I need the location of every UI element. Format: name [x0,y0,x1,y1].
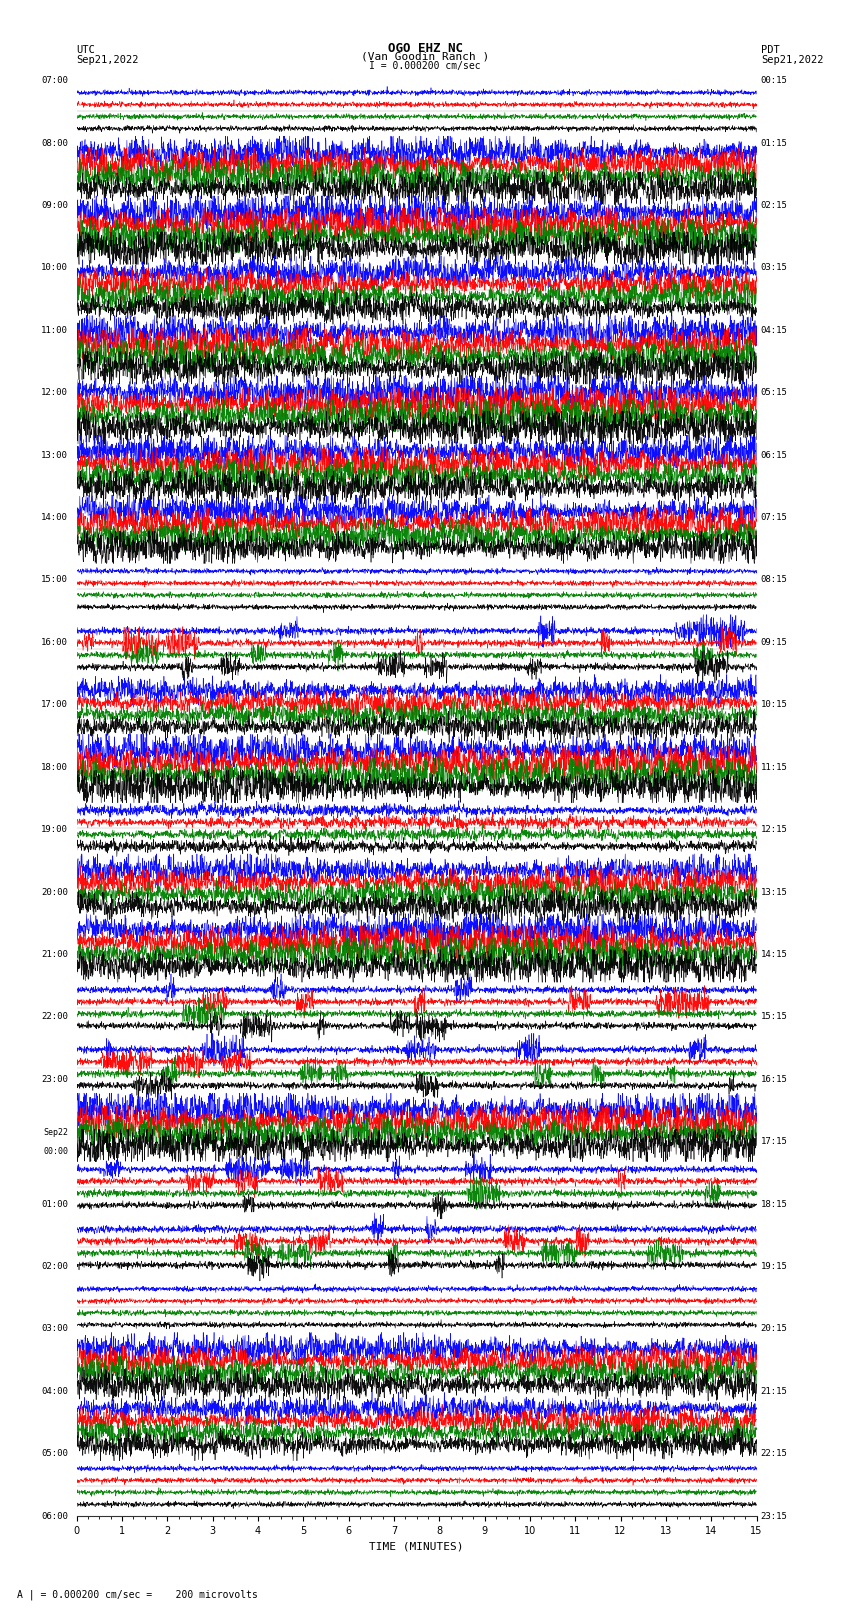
Text: Sep22: Sep22 [43,1127,68,1137]
Text: 08:15: 08:15 [761,576,788,584]
Text: 10:15: 10:15 [761,700,788,710]
Text: 16:00: 16:00 [41,637,68,647]
Text: A | = 0.000200 cm/sec =    200 microvolts: A | = 0.000200 cm/sec = 200 microvolts [17,1589,258,1600]
Text: 17:00: 17:00 [41,700,68,710]
Text: 05:00: 05:00 [41,1450,68,1458]
Text: 15:15: 15:15 [761,1013,788,1021]
Text: 07:00: 07:00 [41,76,68,85]
Text: 08:00: 08:00 [41,139,68,147]
Text: 04:00: 04:00 [41,1387,68,1395]
Text: 12:00: 12:00 [41,389,68,397]
Text: 00:15: 00:15 [761,76,788,85]
Text: 16:15: 16:15 [761,1074,788,1084]
X-axis label: TIME (MINUTES): TIME (MINUTES) [369,1542,464,1552]
Text: 09:15: 09:15 [761,637,788,647]
Text: 02:00: 02:00 [41,1261,68,1271]
Text: PDT: PDT [761,45,779,55]
Text: 19:00: 19:00 [41,826,68,834]
Text: 13:00: 13:00 [41,450,68,460]
Text: 23:00: 23:00 [41,1074,68,1084]
Text: Sep21,2022: Sep21,2022 [761,55,824,65]
Text: 18:15: 18:15 [761,1200,788,1208]
Text: 04:15: 04:15 [761,326,788,336]
Text: 14:15: 14:15 [761,950,788,960]
Text: 02:15: 02:15 [761,202,788,210]
Text: 03:15: 03:15 [761,263,788,273]
Text: 09:00: 09:00 [41,202,68,210]
Text: 21:15: 21:15 [761,1387,788,1395]
Text: 18:00: 18:00 [41,763,68,771]
Text: 12:15: 12:15 [761,826,788,834]
Text: 13:15: 13:15 [761,887,788,897]
Text: UTC: UTC [76,45,95,55]
Text: 14:00: 14:00 [41,513,68,523]
Text: 21:00: 21:00 [41,950,68,960]
Text: 11:15: 11:15 [761,763,788,771]
Text: 03:00: 03:00 [41,1324,68,1334]
Text: 22:00: 22:00 [41,1013,68,1021]
Text: 05:15: 05:15 [761,389,788,397]
Text: I = 0.000200 cm/sec: I = 0.000200 cm/sec [369,61,481,71]
Text: 23:15: 23:15 [761,1511,788,1521]
Text: 00:00: 00:00 [43,1147,68,1155]
Text: 01:15: 01:15 [761,139,788,147]
Text: 20:00: 20:00 [41,887,68,897]
Text: 10:00: 10:00 [41,263,68,273]
Text: 11:00: 11:00 [41,326,68,336]
Text: 22:15: 22:15 [761,1450,788,1458]
Text: OGO EHZ NC: OGO EHZ NC [388,42,462,55]
Text: 01:00: 01:00 [41,1200,68,1208]
Text: 06:00: 06:00 [41,1511,68,1521]
Text: 06:15: 06:15 [761,450,788,460]
Text: Sep21,2022: Sep21,2022 [76,55,139,65]
Text: 07:15: 07:15 [761,513,788,523]
Text: 19:15: 19:15 [761,1261,788,1271]
Text: 20:15: 20:15 [761,1324,788,1334]
Text: (Van Goodin Ranch ): (Van Goodin Ranch ) [361,52,489,61]
Text: 15:00: 15:00 [41,576,68,584]
Text: 17:15: 17:15 [761,1137,788,1147]
